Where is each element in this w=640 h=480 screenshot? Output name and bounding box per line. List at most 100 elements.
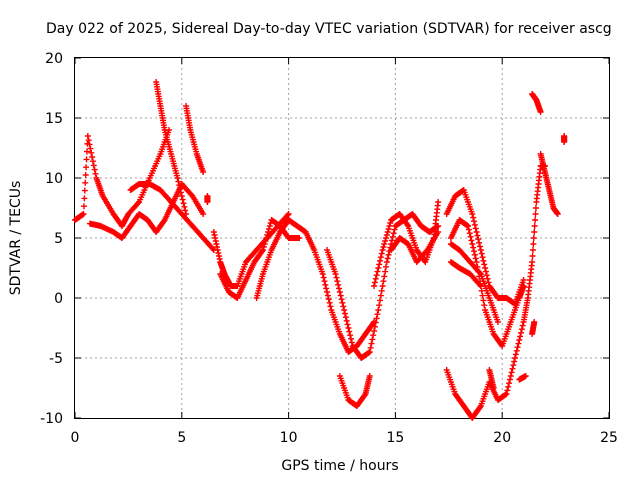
data-point [476,269,483,276]
data-point [379,247,386,253]
series-track-s [537,151,561,217]
data-point [474,232,481,239]
data-point [532,211,539,217]
data-point [481,261,488,268]
data-point [471,251,478,258]
series-track-f [210,211,292,289]
data-point [472,255,479,262]
data-point [485,279,492,286]
data-point [343,317,350,324]
data-point [332,271,339,277]
x-axis-label: GPS time / hours [281,458,398,474]
data-point [259,247,266,253]
data-point [382,238,389,244]
data-point [372,275,379,282]
y-tick-label: -5 [49,351,63,367]
y-tick-label: 15 [45,111,63,127]
data-point [509,365,516,372]
data-point [334,278,341,285]
data-point [517,333,524,340]
data-point [285,211,292,217]
data-point [336,285,343,292]
data-point [84,133,91,139]
data-point [321,278,328,285]
data-point [209,245,216,252]
data-point [183,211,190,217]
data-point [479,254,486,261]
data-point [135,200,142,207]
data-point [178,193,185,199]
data-point [479,292,486,299]
data-point [324,289,331,295]
data-point [473,229,480,235]
data-point [483,272,490,279]
data-point [342,314,349,321]
data-point [517,329,524,336]
data-point [371,283,378,289]
data-point [519,322,526,329]
series-track-r [529,91,544,115]
data-point [476,281,483,288]
data-point [384,229,391,235]
data-point [180,200,187,207]
data-point [377,292,384,299]
data-point [326,299,333,306]
data-point [80,211,87,217]
data-point [296,235,303,241]
x-tick-label: 0 [71,430,80,446]
data-point [86,141,93,148]
data-point [404,221,411,228]
data-point [177,189,184,196]
data-point [389,233,396,240]
data-point [341,310,348,317]
data-point [494,319,501,325]
data-point [475,236,482,243]
y-axis-label: SDTVAR / TECUs [8,181,24,296]
series-track-j [336,373,373,409]
data-point [181,203,188,210]
data-point [374,311,381,318]
data-point [366,349,373,355]
series-track-w [529,319,538,337]
data-point [265,229,272,235]
data-point [377,257,384,264]
data-point [85,137,92,144]
series-track-p [447,259,484,289]
data-point [480,297,487,304]
data-point [366,373,373,379]
data-point [377,297,384,304]
series-track-i [324,211,442,361]
data-point [80,203,87,210]
data-point [325,296,332,303]
data-point [382,268,389,275]
series-track-x [204,193,211,205]
data-point [204,199,211,205]
data-point [174,175,181,181]
plot-frame [74,57,610,419]
data-point [182,207,189,214]
data-point [554,211,561,217]
data-point [333,274,340,281]
series-track-c [127,181,217,253]
data-point [532,217,539,223]
data-point [476,239,483,246]
data-point [476,243,483,250]
data-point [368,340,375,347]
data-point [266,223,273,229]
data-point [490,385,497,391]
data-point [435,229,442,235]
data-point [469,241,476,247]
data-point [200,169,207,175]
data-point [513,347,520,354]
data-point [505,383,512,390]
data-point [387,220,394,226]
data-point [477,247,484,253]
x-tick-label: 10 [280,430,298,446]
data-point [514,344,521,351]
data-point [375,265,382,271]
data-point [522,373,529,379]
data-point [515,340,522,347]
data-point [379,283,386,289]
data-point [435,199,442,205]
